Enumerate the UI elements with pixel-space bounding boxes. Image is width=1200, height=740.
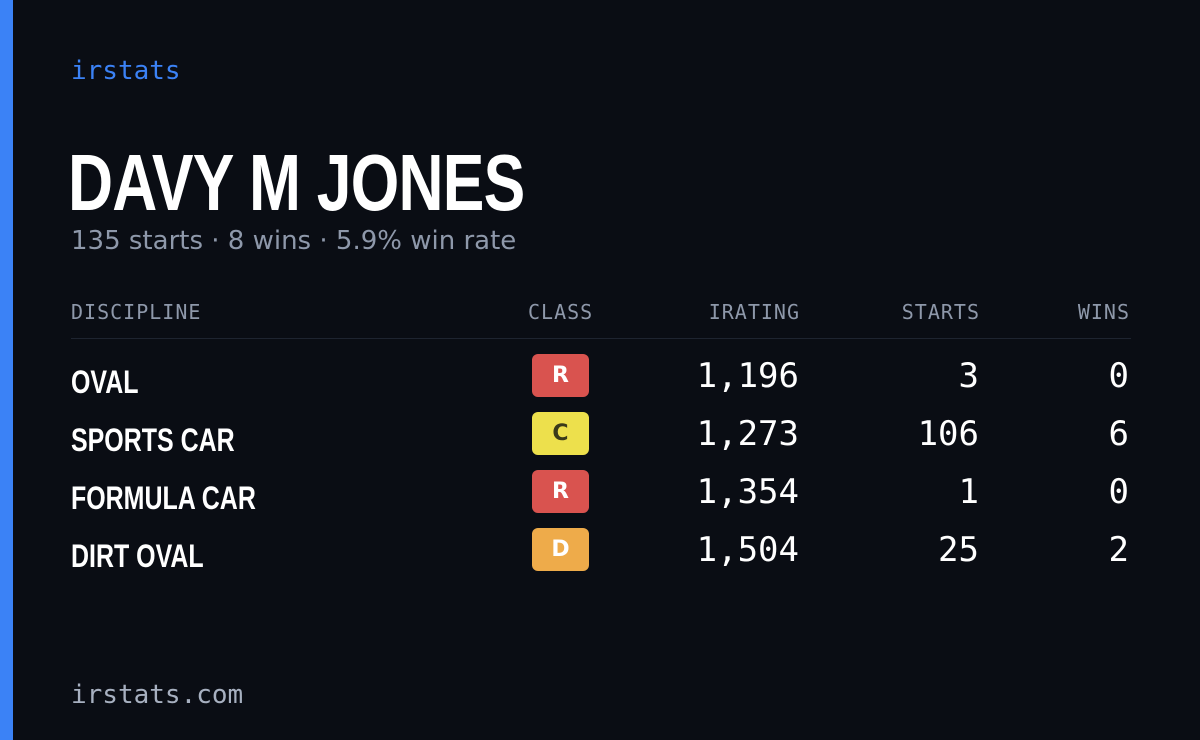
brand-label: irstats	[71, 56, 181, 86]
header-class: CLASS	[528, 300, 594, 324]
header-starts: STARTS	[901, 300, 980, 324]
wins-value: 6	[1108, 414, 1129, 454]
discipline-name: DIRT OVAL	[71, 538, 204, 574]
starts-value: 1	[958, 472, 979, 512]
discipline-table: OVAL R 1,196 3 0 SPORTS CAR C 1,273 106 …	[71, 352, 1131, 584]
table-row: DIRT OVAL D 1,504 25 2	[71, 526, 1131, 584]
class-badge: R	[532, 354, 589, 397]
starts-value: 25	[938, 530, 979, 570]
irating-value: 1,196	[696, 356, 799, 396]
starts-value: 106	[917, 414, 979, 454]
table-row: OVAL R 1,196 3 0	[71, 352, 1131, 410]
irating-value: 1,504	[696, 530, 799, 570]
table-row: SPORTS CAR C 1,273 106 6	[71, 410, 1131, 468]
wins-value: 0	[1108, 472, 1129, 512]
header-discipline: DISCIPLINE	[71, 300, 202, 324]
footer-url: irstats.com	[71, 680, 244, 710]
driver-name: DAVY M JONES	[68, 138, 525, 227]
discipline-name: FORMULA CAR	[71, 480, 256, 516]
wins-value: 0	[1108, 356, 1129, 396]
class-badge: R	[532, 470, 589, 513]
accent-bar	[0, 0, 13, 740]
irating-value: 1,273	[696, 414, 799, 454]
discipline-name: SPORTS CAR	[71, 422, 235, 458]
wins-value: 2	[1108, 530, 1129, 570]
header-irating: IRATING	[708, 300, 800, 324]
table-header: DISCIPLINE CLASS IRATING STARTS WINS	[71, 300, 1131, 339]
irating-value: 1,354	[696, 472, 799, 512]
class-badge: D	[532, 528, 589, 571]
discipline-name: OVAL	[71, 364, 139, 400]
starts-value: 3	[958, 356, 979, 396]
table-row: FORMULA CAR R 1,354 1 0	[71, 468, 1131, 526]
driver-summary: 135 starts · 8 wins · 5.9% win rate	[71, 226, 517, 256]
header-wins: WINS	[1077, 300, 1130, 324]
class-badge: C	[532, 412, 589, 455]
